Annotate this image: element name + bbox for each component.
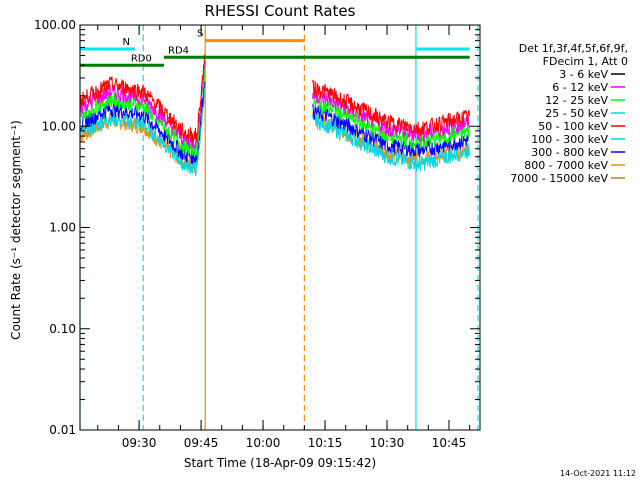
legend-header-1: FDecim 1, Att 0 — [543, 55, 628, 68]
x-tick-label-0: 09:30 — [122, 436, 157, 450]
legend-entry-label-0: 3 - 6 keV — [559, 68, 608, 81]
y-tick-label-3: 10.00 — [42, 119, 76, 133]
axes: 0.01 0.10 1.00 10.00 100.00 09:30 09:45 10:00 10… — [34, 18, 481, 450]
x-tick-label-2: 10:00 — [246, 436, 281, 450]
legend-entry-label-6: 300 - 800 keV — [531, 146, 608, 159]
flag-label-0: N — [123, 37, 130, 48]
legend-entry-label-5: 100 - 300 keV — [531, 133, 608, 146]
y-axis-label: Count Rate (s⁻¹ detector segment⁻¹) — [9, 120, 23, 340]
data-line-2-b — [312, 103, 470, 158]
legend-entry-label-4: 50 - 100 keV — [538, 120, 608, 133]
y-tick-label-0: 0.01 — [49, 423, 76, 437]
x-tick-label-1: 09:45 — [184, 436, 219, 450]
x-axis-label: Start Time (18-Apr-09 09:15:42) — [184, 456, 376, 470]
legend-entry-label-1: 6 - 12 keV — [552, 81, 608, 94]
x-tick-label-4: 10:30 — [370, 436, 405, 450]
y-tick-label-1: 0.10 — [49, 322, 76, 336]
x-tick-label-3: 10:15 — [308, 436, 343, 450]
legend-entry-label-2: 12 - 25 keV — [545, 94, 608, 107]
x-tick-label-5: 10:45 — [432, 436, 467, 450]
plot-frame — [79, 24, 481, 431]
flag-label-2: S — [197, 29, 203, 40]
data-line-1-a — [79, 80, 206, 177]
data-line-3-a — [79, 66, 206, 157]
legend-entry-label-7: 800 - 7000 keV — [524, 159, 608, 172]
flag-label-4: RD4 — [168, 45, 189, 56]
legend: Det 1f,3f,4f,5f,6f,9f,FDecim 1, Att 03 -… — [510, 42, 628, 185]
plot-area: N S RD0 RD4 — [79, 25, 479, 430]
data-line-4-a — [79, 60, 206, 151]
legend-entry-label-8: 7000 - 15000 keV — [510, 172, 608, 185]
data-line-5-a — [79, 54, 206, 144]
chart-title: RHESSI Count Rates — [205, 2, 356, 20]
y-tick-label-2: 1.00 — [49, 221, 76, 235]
data-line-2-a — [79, 81, 206, 164]
flag-label-3: RD0 — [131, 53, 152, 64]
footer-timestamp: 14-Oct-2021 11:12 — [560, 469, 636, 478]
y-tick-label-4: 100.00 — [34, 18, 76, 32]
legend-header-0: Det 1f,3f,4f,5f,6f,9f, — [519, 42, 628, 55]
legend-entry-label-3: 25 - 50 keV — [545, 107, 608, 120]
data-line-4-b — [312, 87, 471, 143]
data-line-5-b — [312, 79, 471, 137]
